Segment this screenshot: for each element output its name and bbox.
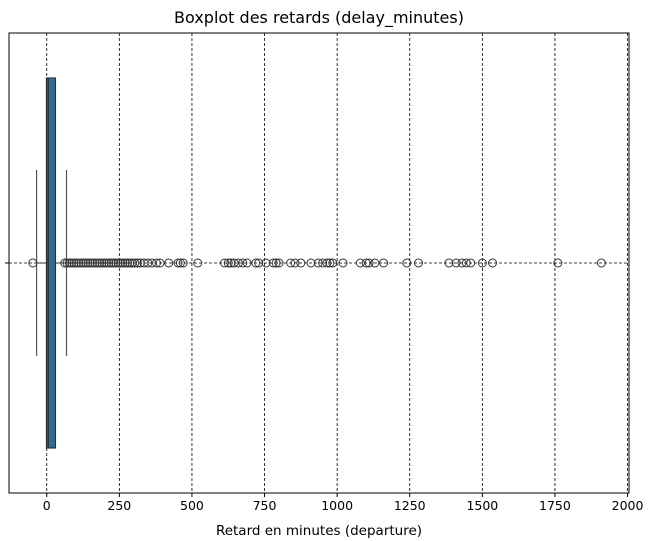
outlier-point [242, 258, 252, 268]
outlier-point [313, 258, 323, 268]
outlier-point [193, 258, 203, 268]
boxplot-series [28, 77, 606, 449]
outlier-point [457, 258, 467, 268]
outlier-point [69, 258, 79, 268]
outlier-point [296, 258, 306, 268]
x-tick-label: 1250 [394, 498, 426, 513]
outlier-point [233, 258, 243, 268]
outlier-point [290, 258, 300, 268]
outlier-point [99, 258, 109, 268]
outlier-point [85, 258, 95, 268]
outlier-point [28, 258, 38, 268]
outlier-point [444, 258, 454, 268]
x-tick-label: 500 [180, 498, 204, 513]
outlier-point [338, 258, 348, 268]
outlier-point [318, 258, 328, 268]
outlier-point [106, 258, 116, 268]
outlier-point [104, 258, 114, 268]
outlier-point [370, 258, 380, 268]
outlier-point [88, 258, 98, 268]
outlier-point [175, 258, 185, 268]
box-iqr [45, 77, 57, 449]
outlier-point [102, 258, 112, 268]
x-tick-label: 250 [107, 498, 131, 513]
outlier-point [81, 258, 91, 268]
outlier-point [116, 258, 126, 268]
x-axis-label: Retard en minutes (departure) [216, 523, 422, 539]
x-tick-label: 1000 [321, 498, 353, 513]
outlier-point [143, 258, 153, 268]
outlier-point [402, 258, 412, 268]
outlier-point [109, 258, 119, 268]
outlier-point [355, 258, 365, 268]
outlier-point [223, 258, 233, 268]
outlier-point [90, 258, 100, 268]
outlier-point [306, 258, 316, 268]
x-tick-label: 1750 [539, 498, 571, 513]
outlier-point [251, 258, 261, 268]
outlier-point [364, 258, 374, 268]
outlier-point [118, 258, 128, 268]
outlier-point [120, 258, 130, 268]
outlier-point [322, 258, 332, 268]
outlier-point [178, 258, 188, 268]
outlier-point [553, 258, 563, 268]
outlier-point [64, 258, 74, 268]
outlier-point [466, 258, 476, 268]
outlier-point [271, 258, 281, 268]
chart-title: Boxplot des retards (delay_minutes) [174, 8, 464, 28]
outlier-point [328, 258, 338, 268]
outlier-point [451, 258, 461, 268]
x-axis-ticks: 0 250 500 750 1000 1250 1500 1750 2000 [5, 262, 644, 513]
outlier-point [229, 258, 239, 268]
outlier-point [261, 258, 271, 268]
outlier-point [78, 258, 88, 268]
outlier-point [67, 258, 77, 268]
outlier-point [488, 258, 498, 268]
outlier-point [164, 258, 174, 268]
outlier-point [83, 258, 93, 268]
outlier-point [92, 258, 102, 268]
outlier-point [238, 258, 248, 268]
x-tick-label: 750 [253, 498, 277, 513]
outlier-point [461, 258, 471, 268]
outlier-point [95, 258, 105, 268]
outlier-point [122, 258, 132, 268]
outlier-point [130, 258, 140, 268]
outlier-point [286, 258, 296, 268]
outlier-point [97, 258, 107, 268]
outlier-point [596, 258, 606, 268]
outlier-point [254, 258, 264, 268]
outlier-point [325, 258, 335, 268]
outlier-point [76, 258, 86, 268]
outlier-point [477, 258, 487, 268]
outlier-point [113, 258, 123, 268]
outlier-point [152, 258, 162, 268]
outlier-point [132, 258, 142, 268]
outlier-point [268, 258, 278, 268]
x-tick-label: 2000 [612, 498, 644, 513]
outlier-point [71, 258, 81, 268]
outlier-point [111, 258, 121, 268]
outlier-point [413, 258, 423, 268]
outlier-point [74, 258, 84, 268]
x-tick-label: 1500 [466, 498, 498, 513]
outlier-point [219, 258, 229, 268]
outlier-point [361, 258, 371, 268]
outlier-point [62, 258, 72, 268]
outlier-point [60, 258, 70, 268]
outlier-point [155, 258, 165, 268]
outlier-point [274, 258, 284, 268]
outlier-point [173, 258, 183, 268]
x-tick-label: 0 [43, 498, 51, 513]
outlier-point [379, 258, 389, 268]
